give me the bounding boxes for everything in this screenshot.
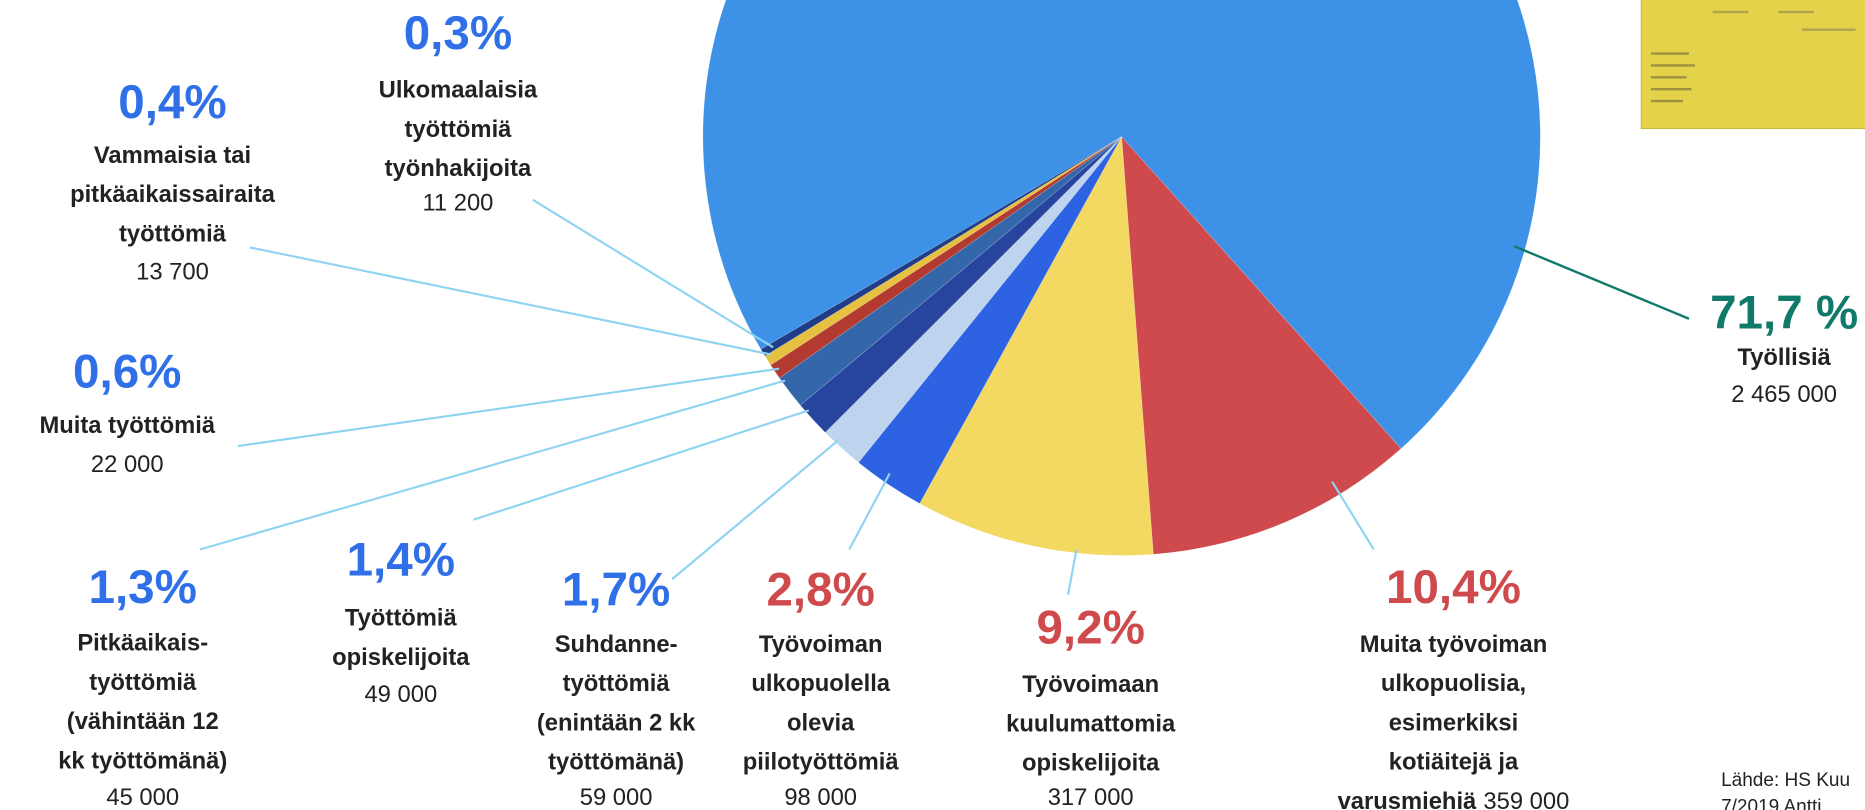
- leader-line: [473, 410, 808, 519]
- count-label: 49 000: [364, 681, 437, 708]
- percent-label: 0,3%: [404, 7, 512, 60]
- category-label: esimerkiksi: [1389, 709, 1519, 736]
- chart: Lähde: HS Kuu 7/2019 Antti 71,7 % Työllis…: [0, 0, 1865, 810]
- leader-line: [200, 381, 785, 550]
- category-label: olevia: [787, 709, 855, 736]
- category-label-line: työttömänä): [548, 749, 684, 776]
- count-label: 359 000: [1483, 788, 1569, 810]
- leader-line: [1514, 246, 1689, 319]
- category-label: Työvoiman: [759, 631, 883, 658]
- category-label: ulkopuolisia,: [1381, 670, 1526, 697]
- leader-line: [1068, 550, 1076, 595]
- category-label-line: työttömiä: [404, 116, 512, 143]
- count-label: 59 000: [580, 784, 653, 810]
- category-label-line: (enintään 2 kk: [537, 709, 696, 736]
- percent-label: 1,4%: [347, 534, 455, 587]
- category-label-line: kotiäitejä ja: [1389, 749, 1519, 776]
- category-label: työttömänä): [548, 749, 684, 776]
- category-label-line: Muita työvoiman: [1360, 631, 1548, 658]
- category-label: kuulumattomia: [1006, 710, 1176, 737]
- percent-label: 0,4%: [118, 76, 226, 129]
- category-label: ulkopuolella: [751, 670, 890, 697]
- leader-line: [849, 473, 889, 549]
- category-label: työnhakijoita: [385, 155, 532, 182]
- category-label-line: piilotyöttömiä: [743, 749, 900, 776]
- category-label: Työttömiä: [345, 605, 458, 632]
- category-label-line: työttömiä: [119, 220, 227, 247]
- category-label-line: Työvoimaan: [1022, 671, 1159, 698]
- category-label: kotiäitejä ja: [1389, 749, 1519, 776]
- count-label: 13 700: [136, 259, 209, 286]
- category-label-line: olevia: [787, 709, 855, 736]
- category-label: Pitkäaikais-: [77, 630, 208, 657]
- category-label: pitkäaikaissairaita: [70, 181, 276, 208]
- category-label-line: työttömiä: [89, 669, 197, 696]
- category-label: Suhdanne-: [555, 631, 678, 658]
- percent-label: 1,7%: [562, 563, 670, 616]
- page: {"chart_data": { "type": "pie", "values"…: [0, 0, 1865, 810]
- category-label-line: kk työttömänä): [58, 747, 227, 774]
- category-label-line: ulkopuolisia,: [1381, 670, 1526, 697]
- category-label-line: (vähintään 12: [67, 708, 219, 735]
- category-label-line: Ulkomaalaisia: [379, 77, 538, 104]
- category-label: varusmiehiä 359 000: [1338, 788, 1570, 810]
- category-label: Työvoimaan: [1022, 671, 1159, 698]
- category-label: (vähintään 12: [67, 708, 219, 735]
- category-label: työttömiä: [404, 116, 512, 143]
- category-label: Ulkomaalaisia: [379, 77, 538, 104]
- leader-line: [250, 247, 771, 354]
- count-label: 317 000: [1048, 784, 1134, 810]
- category-label: opiskelijoita: [332, 644, 470, 671]
- category-label: työttömiä: [563, 670, 671, 697]
- percent-label: 2,8%: [766, 563, 874, 616]
- category-label-line: Pitkäaikais-: [77, 630, 208, 657]
- category-label-line: Muita työttömiä: [39, 412, 215, 439]
- category-label: työttömiä: [89, 669, 197, 696]
- percent-label: 0,6%: [73, 346, 181, 399]
- category-label: (enintään 2 kk: [537, 709, 696, 736]
- count-label: 98 000: [784, 784, 857, 810]
- leader-line: [672, 440, 839, 579]
- leader-line: [1332, 482, 1374, 550]
- category-label-line: Vammaisia tai: [94, 142, 251, 169]
- category-label: opiskelijoita: [1022, 750, 1160, 777]
- category-label: kk työttömänä): [58, 747, 227, 774]
- category-label-line: ulkopuolella: [751, 670, 890, 697]
- category-label: piilotyöttömiä: [743, 749, 900, 776]
- category-label-line: kuulumattomia: [1006, 710, 1176, 737]
- category-label: työttömiä: [119, 220, 227, 247]
- category-label-line: opiskelijoita: [1022, 750, 1160, 777]
- category-label: Työllisiä: [1737, 344, 1831, 371]
- count-label: 45 000: [106, 784, 179, 810]
- percent-label: 9,2%: [1036, 601, 1144, 654]
- category-label: Vammaisia tai: [94, 142, 251, 169]
- category-label-line: pitkäaikaissairaita: [70, 181, 276, 208]
- source-text: Lähde: HS Kuu: [1721, 770, 1850, 791]
- pie: [703, 0, 1540, 555]
- category-label-line: esimerkiksi: [1389, 709, 1519, 736]
- category-label-line: Työvoiman: [759, 631, 883, 658]
- category-label-line: opiskelijoita: [332, 644, 470, 671]
- thumbnail-image: [1641, 0, 1865, 128]
- percent-label: 10,4%: [1386, 561, 1521, 614]
- category-label: Muita työttömiä: [39, 412, 215, 439]
- percent-label: 1,3%: [89, 561, 197, 614]
- category-label-line: työnhakijoita: [385, 155, 532, 182]
- category-label: Muita työvoiman: [1360, 631, 1548, 658]
- category-label-line: Suhdanne-: [555, 631, 678, 658]
- count-label: 2 465 000: [1731, 381, 1837, 408]
- category-label-line: varusmiehiä: [1338, 788, 1477, 810]
- category-label-line: Työttömiä: [345, 605, 458, 632]
- leader-line: [238, 369, 779, 446]
- count-label: 11 200: [422, 190, 493, 217]
- category-label-line: työttömiä: [563, 670, 671, 697]
- source-text: 7/2019 Antti: [1721, 796, 1821, 810]
- count-label: 22 000: [91, 451, 164, 478]
- category-label-line: Työllisiä: [1737, 344, 1831, 371]
- percent-label: 71,7 %: [1710, 286, 1858, 339]
